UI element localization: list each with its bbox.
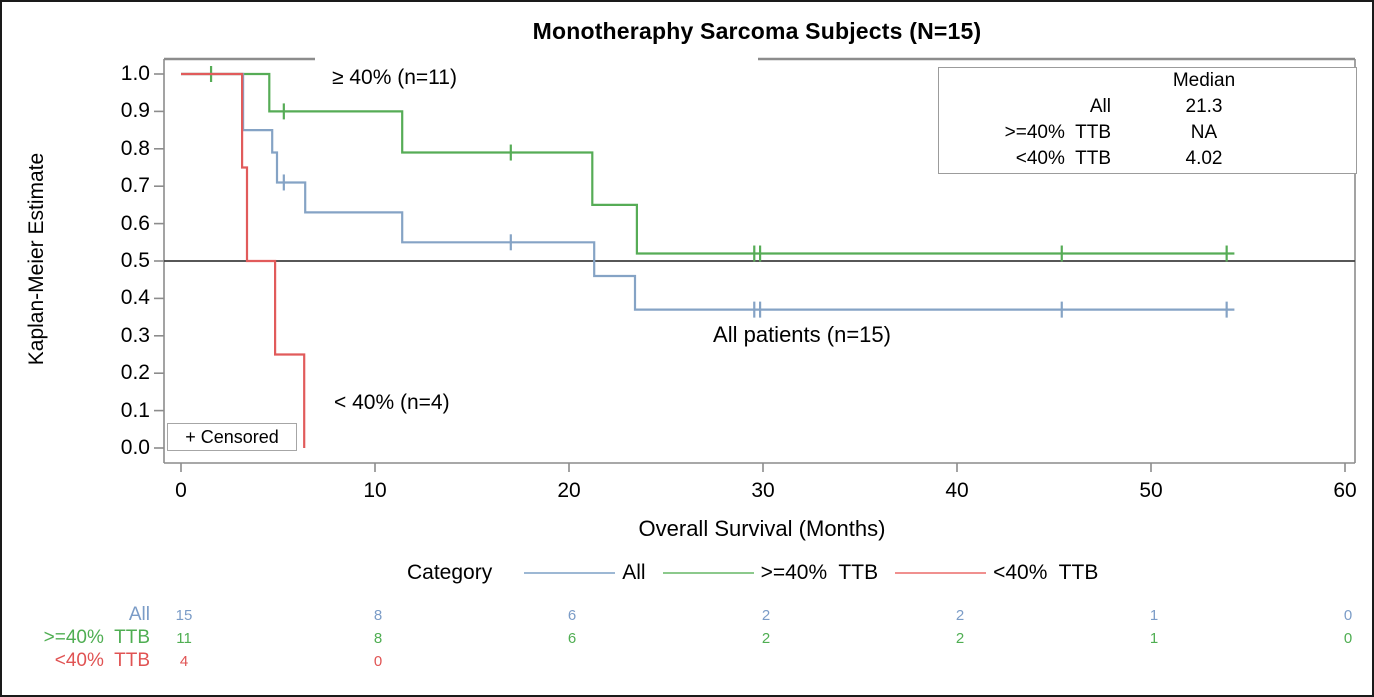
y-tick-label: 0.0	[120, 436, 150, 459]
y-tick-label: 0.1	[120, 398, 150, 422]
y-tick-label: 0.2	[120, 361, 150, 385]
x-tick-label: 10	[363, 479, 387, 502]
legend-line-swatch-all	[524, 571, 616, 575]
x-tick-label: 0	[175, 479, 187, 502]
x-tick-label: 60	[1333, 479, 1357, 502]
legend-line-swatch-lt40	[895, 571, 987, 575]
censored-legend-box: + Censored	[167, 423, 297, 451]
risk-count: 8	[373, 630, 383, 647]
y-tick-label: 0.9	[120, 99, 150, 123]
y-tick-label: 0.7	[120, 174, 150, 198]
risk-count: 2	[955, 607, 965, 624]
x-tick-label: 40	[945, 479, 969, 502]
median-row-ge40: >=40% TTB NA	[1004, 122, 1218, 143]
risk-count: 1	[1149, 607, 1159, 624]
km-curve-all	[181, 72, 1235, 311]
risk-count: 8	[373, 607, 383, 624]
risk-count: 4	[179, 653, 189, 670]
risk-count: 0	[373, 653, 383, 670]
legend-title: Category	[407, 561, 493, 584]
risk-count: 0	[1343, 630, 1353, 647]
risk-count: 2	[761, 607, 771, 624]
x-tick-label: 30	[751, 479, 775, 502]
x-tick-label: 50	[1139, 479, 1163, 502]
km-curve--40-ttb	[181, 72, 1235, 255]
risk-count: 11	[176, 630, 192, 647]
median-header: Median	[1172, 70, 1236, 91]
y-axis-title: Kaplan-Meier Estimate	[25, 152, 48, 366]
risk-row-label-ge40: >=40% TTB	[43, 627, 150, 648]
median-table-header-row: Median	[939, 68, 1356, 94]
risk-count: 2	[955, 630, 965, 647]
median-row-lt40: <40% TTB 4.02	[1015, 148, 1223, 169]
legend-item-all: All	[524, 561, 646, 585]
annotation-all-patients: All patients (n=15)	[713, 322, 891, 347]
chart-title: Monotheraphy Sarcoma Subjects (N=15)	[532, 18, 982, 44]
y-tick-label: 0.6	[120, 211, 150, 235]
median-row-all: All 21.3	[1089, 96, 1223, 117]
y-tick-label: 1.0	[120, 62, 150, 85]
risk-count: 0	[1343, 607, 1353, 624]
x-tick-label: 20	[557, 479, 581, 502]
y-tick-label: 0.3	[120, 323, 150, 347]
km-curves	[181, 66, 1235, 448]
y-tick-label: 0.8	[120, 136, 150, 160]
annotation-lt40-group: < 40% (n=4)	[334, 391, 450, 414]
risk-count: 15	[175, 607, 193, 624]
axis-tick-marks	[154, 73, 1346, 472]
km-curve--40-ttb	[181, 72, 306, 448]
legend-line-swatch-ge40	[662, 571, 754, 575]
series-legend: Category All >=40% TTB <40% TTB	[407, 560, 1115, 586]
risk-count: 2	[761, 630, 771, 647]
y-tick-label: 0.5	[120, 249, 150, 272]
risk-row-label-all: All	[128, 604, 150, 625]
annotation-ge40-group: ≥ 40% (n=11)	[332, 66, 457, 89]
risk-count: 6	[567, 607, 577, 624]
legend-item-lt40: <40% TTB	[895, 561, 1098, 585]
median-table: Median All 21.3 >=40% TTB NA <40% TTB 4.…	[938, 67, 1357, 174]
risk-row-label-lt40: <40% TTB	[54, 650, 150, 671]
risk-count: 6	[567, 630, 577, 647]
legend-item-ge40: >=40% TTB	[662, 561, 878, 585]
risk-count: 1	[1149, 630, 1159, 647]
y-tick-label: 0.4	[120, 286, 150, 310]
x-axis-title: Overall Survival (Months)	[638, 516, 886, 541]
